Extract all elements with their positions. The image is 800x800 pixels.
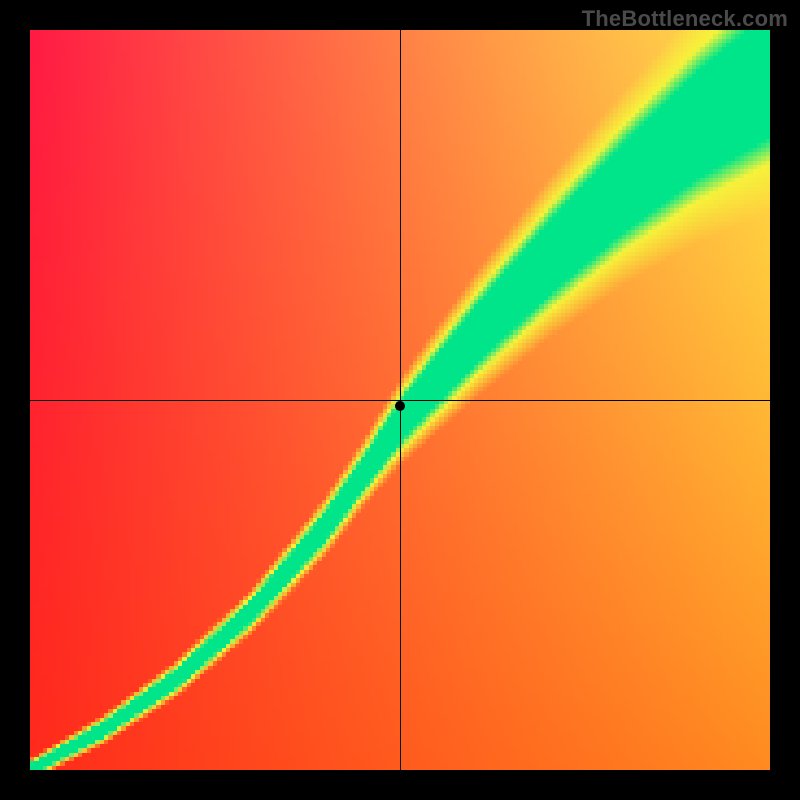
heatmap-plot <box>30 30 770 770</box>
chart-frame: TheBottleneck.com <box>0 0 800 800</box>
watermark-text: TheBottleneck.com <box>582 6 788 32</box>
heatmap-canvas <box>30 30 770 770</box>
